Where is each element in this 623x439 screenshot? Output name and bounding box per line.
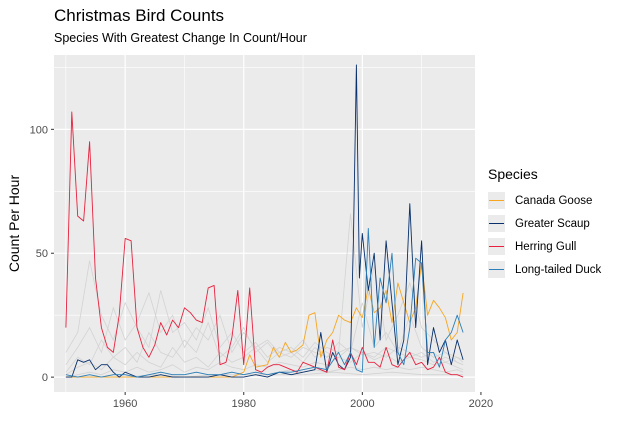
legend-items: Canada Goose Greater Scaup Herring Gull Lon… (488, 189, 601, 281)
y-tick-label: 0 (42, 372, 48, 384)
x-tick-label: 2000 (350, 398, 374, 410)
legend-key-long-tailed-duck (488, 261, 505, 278)
y-axis-title: Count Per Hour (6, 175, 22, 273)
background-series-line (65, 260, 464, 366)
series-line-canada-goose (65, 262, 464, 378)
highlighted-species-lines (65, 64, 464, 378)
x-tick-label: 1960 (113, 398, 137, 410)
legend-key-canada-goose (488, 192, 505, 209)
legend-title: Species (488, 166, 538, 182)
plot-panel (54, 55, 475, 392)
legend-swatch-line (489, 269, 504, 271)
axes: 1960 1980 2000 2020 0 50 100 (30, 124, 494, 410)
legend-key-herring-gull (488, 238, 505, 255)
legend-label: Greater Scaup (515, 217, 590, 230)
chart-subtitle: Species With Greatest Change In Count/Ho… (54, 31, 307, 45)
legend-key-greater-scaup (488, 215, 505, 232)
legend-item-canada-goose: Canada Goose (488, 189, 601, 212)
series-line-greater-scaup (65, 64, 464, 378)
background-series-line (65, 213, 464, 373)
legend-item-greater-scaup: Greater Scaup (488, 212, 601, 235)
y-tick-label: 50 (36, 248, 48, 260)
y-tick-label: 100 (30, 124, 48, 136)
legend-swatch-line (489, 200, 504, 202)
legend-swatch-line (489, 246, 504, 248)
series-line-long-tailed-duck (65, 228, 464, 378)
legend-label: Long-tailed Duck (515, 263, 602, 276)
chart-title: Christmas Bird Counts (54, 6, 225, 25)
x-tick-label: 2020 (469, 398, 493, 410)
legend-label: Canada Goose (515, 194, 593, 207)
legend-item-herring-gull: Herring Gull (488, 235, 601, 258)
legend-label: Herring Gull (515, 240, 577, 253)
legend-item-long-tailed-duck: Long-tailed Duck (488, 258, 601, 281)
series-line-herring-gull (65, 111, 464, 378)
legend-swatch-line (489, 223, 504, 225)
legend: Species Canada Goose Greater Scaup Herring… (488, 166, 601, 281)
x-tick-label: 1980 (232, 398, 256, 410)
background-series-line (65, 302, 464, 376)
